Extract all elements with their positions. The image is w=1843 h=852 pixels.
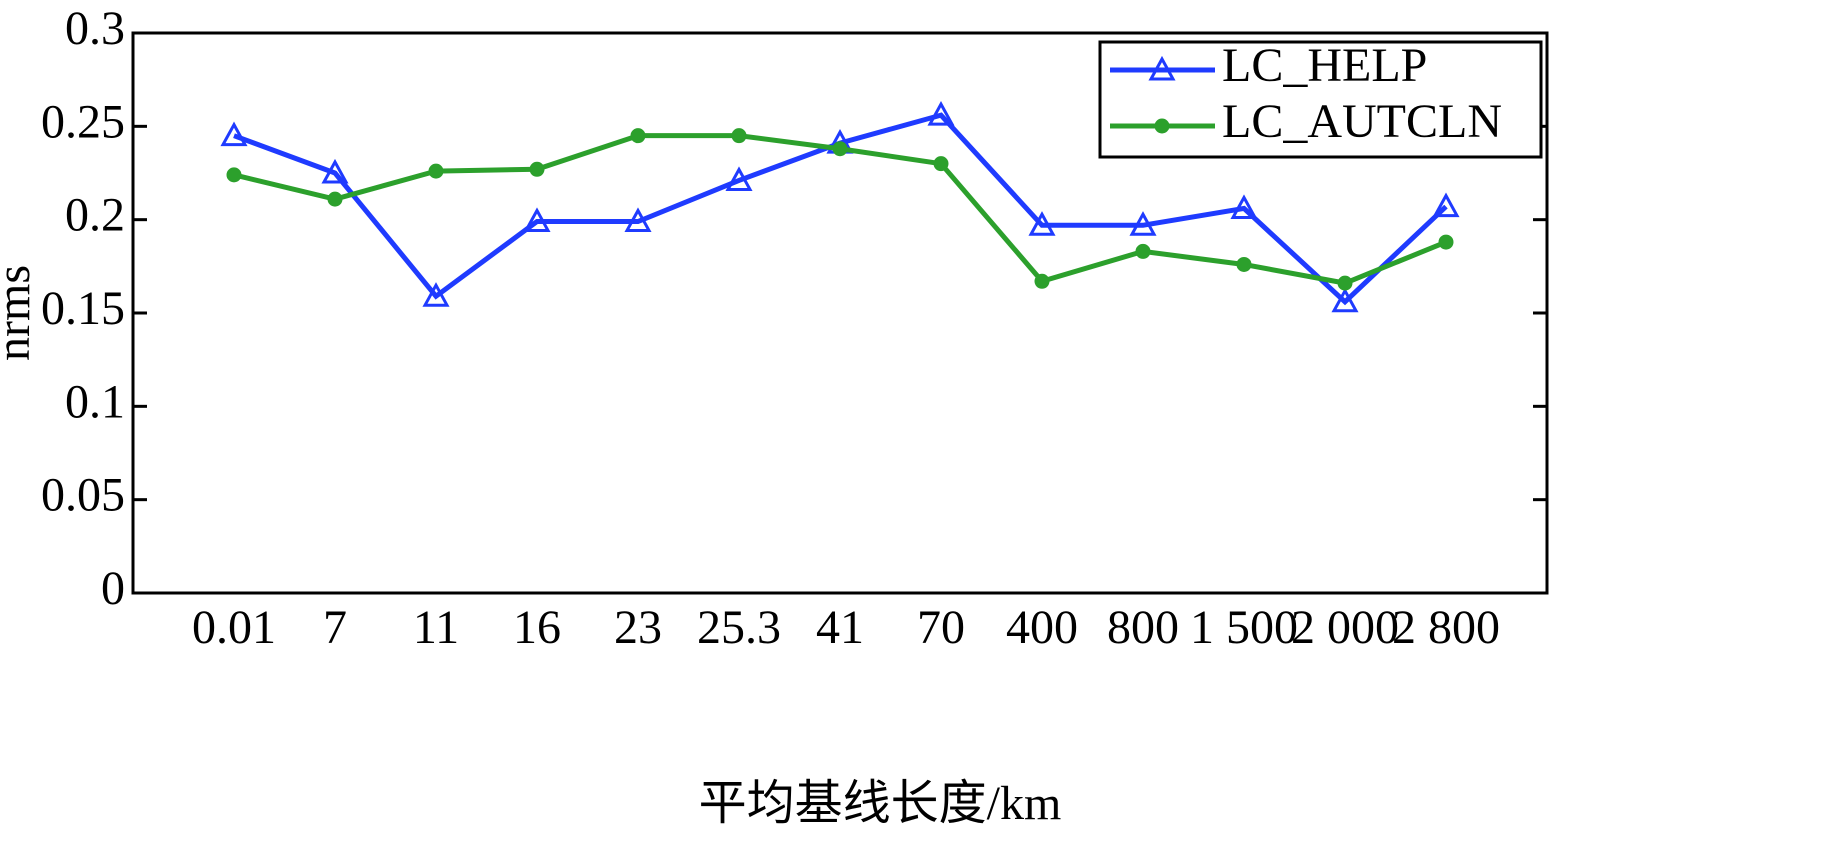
x-tick-label: 23: [614, 601, 662, 654]
marker: [832, 141, 848, 157]
marker: [226, 167, 242, 183]
x-tick-label: 70: [917, 601, 965, 654]
marker: [422, 282, 450, 307]
marker: [731, 128, 747, 144]
x-tick-label: 41: [816, 601, 864, 654]
marker: [1337, 275, 1353, 291]
marker: [1331, 287, 1359, 313]
marker: [1028, 211, 1056, 236]
marker: [1135, 243, 1151, 259]
marker: [933, 156, 949, 172]
y-tick-label: 0.15: [41, 282, 125, 335]
x-tick-label: 400: [1006, 601, 1078, 654]
x-tick-label: 2 000: [1291, 601, 1399, 654]
y-axis-label: nrms: [0, 265, 40, 361]
y-tick-label: 0.25: [41, 95, 125, 148]
marker: [523, 207, 551, 233]
y-tick-label: 0.3: [65, 2, 125, 55]
x-tick-label: 11: [413, 601, 459, 654]
marker: [428, 163, 444, 179]
legend-label: LC_HELP: [1222, 39, 1427, 92]
y-tick-label: 0.1: [65, 375, 125, 428]
legend-box: [1098, 40, 1543, 159]
x-tick-label: 800: [1107, 601, 1179, 654]
legend-label: LC_AUTCLN: [1222, 95, 1502, 148]
x-tick-label: 1 500: [1190, 601, 1298, 654]
y-tick-label: 0.2: [65, 189, 125, 242]
y-tick-label: 0: [101, 562, 125, 615]
y-tick-label: 0.05: [41, 469, 125, 522]
legend-marker: [1154, 118, 1170, 134]
marker: [1236, 256, 1252, 272]
x-tick-label: 2 800: [1392, 601, 1500, 654]
marker: [1129, 211, 1157, 236]
marker: [927, 101, 955, 126]
marker: [327, 191, 343, 207]
marker: [321, 158, 349, 184]
x-tick-label: 16: [513, 601, 561, 654]
marker: [529, 161, 545, 177]
x-tick-label: 0.01: [192, 601, 276, 654]
x-tick-label: 25.3: [697, 601, 781, 654]
x-axis-label: 平均基线长度/km: [699, 777, 1062, 830]
marker: [220, 121, 248, 147]
marker: [1432, 192, 1460, 218]
legend-marker: [1148, 55, 1176, 81]
marker: [630, 128, 646, 144]
marker: [725, 166, 753, 191]
marker: [1230, 194, 1258, 219]
marker: [1034, 273, 1050, 289]
marker: [1438, 234, 1454, 250]
marker: [624, 207, 652, 233]
x-tick-label: 7: [323, 601, 347, 654]
